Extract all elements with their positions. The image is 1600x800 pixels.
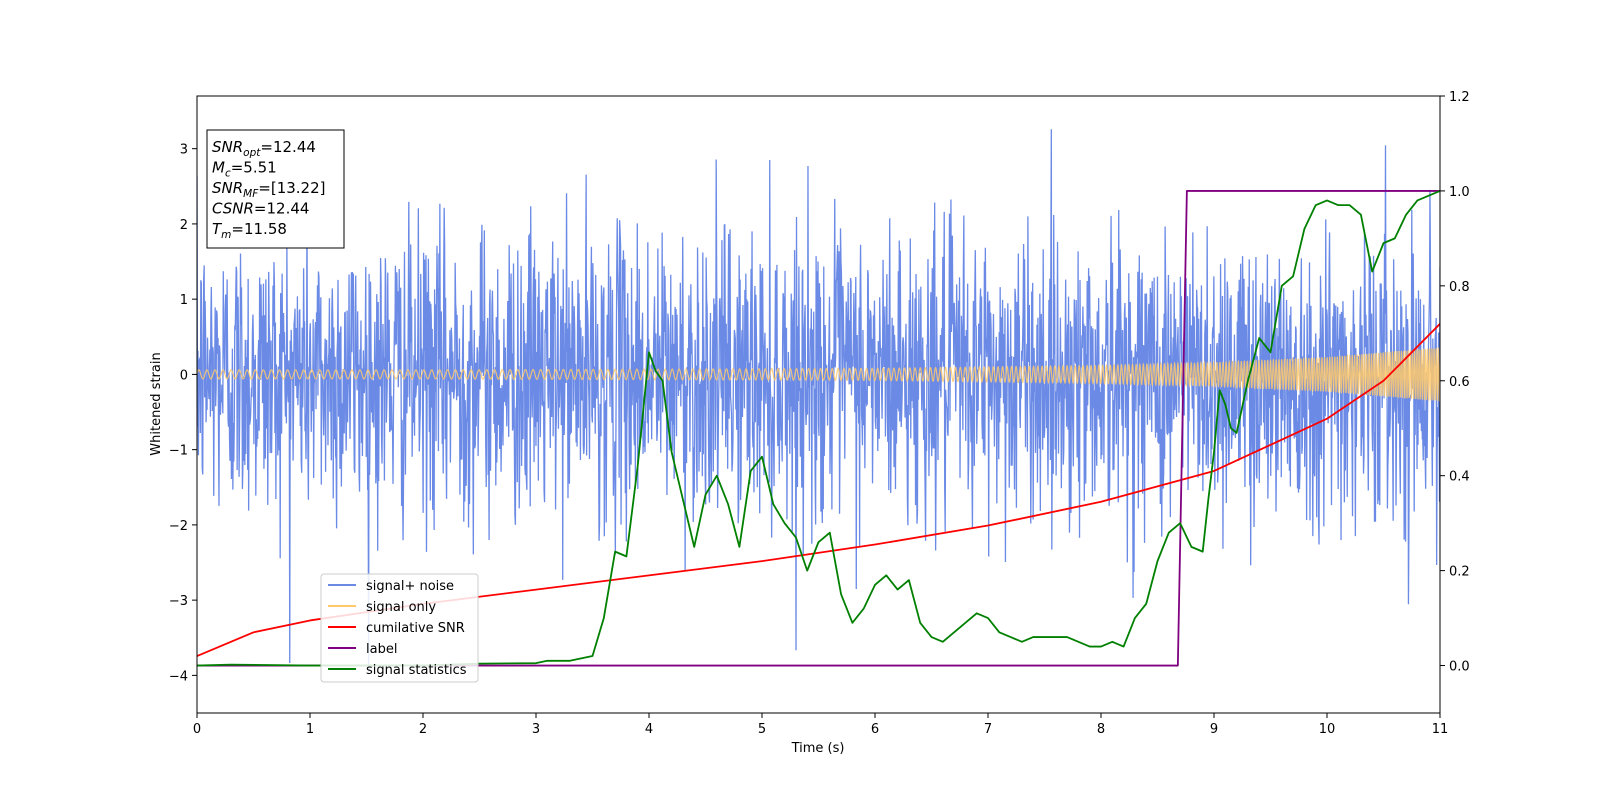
axes: 0 1 2 3 4 5 6 7 8 9 10 11 −4 −3 −2 −1 0 1 2 3 0.0 0.2 0.4 0.6 0.… [169, 90, 1470, 737]
y-tick-label: −1 [169, 444, 188, 459]
y-axis-label: Whitened strain [149, 352, 164, 455]
y2-tick-label: 0.0 [1449, 660, 1470, 675]
x-tick-label: 6 [871, 722, 879, 737]
x-tick-label: 4 [645, 722, 653, 737]
y-tick-label: 3 [180, 143, 188, 158]
info-line: Mc=5.51 [212, 159, 277, 180]
series-label [197, 190, 1440, 667]
y2-tick-label: 1.0 [1449, 185, 1470, 200]
x-tick-label: 11 [1432, 722, 1449, 737]
y-tick-label: 2 [180, 218, 188, 233]
info-box-frame [206, 129, 345, 249]
info-line: Tm=11.58 [212, 220, 287, 241]
x-tick-label: 3 [532, 722, 540, 737]
series-signal-only [197, 347, 1440, 402]
x-tick-label: 10 [1319, 722, 1336, 737]
y-tick-label: −2 [169, 519, 188, 534]
legend-frame [320, 573, 479, 683]
legend-entry: label [366, 642, 397, 657]
legend-entry: cumilative SNR [366, 621, 465, 636]
x-tick-label: 5 [758, 722, 766, 737]
series-signal-noise [197, 129, 1440, 675]
x-tick-label: 9 [1210, 722, 1218, 737]
y2-tick-label: 0.2 [1449, 565, 1470, 580]
y2-tick-label: 0.6 [1449, 375, 1470, 390]
x-tick-label: 2 [419, 722, 427, 737]
x-tick-label: 1 [306, 722, 314, 737]
legend-entry: signal only [366, 600, 436, 615]
info-line: CSNR=12.44 [212, 200, 309, 218]
legend-entry: signal statistics [366, 663, 467, 678]
info-line: SNRopt=12.44 [212, 138, 316, 159]
info-box: SNRopt=12.44Mc=5.51SNRMF=[13.22]CSNR=12.… [206, 129, 345, 249]
x-axis-label: Time (s) [791, 741, 845, 756]
x-tick-label: 7 [984, 722, 992, 737]
y2-tick-label: 0.8 [1449, 280, 1470, 295]
x-tick-label: 8 [1097, 722, 1105, 737]
info-line: SNRMF=[13.22] [212, 179, 326, 200]
y-tick-label: −4 [169, 669, 188, 684]
plot-frame [196, 95, 1441, 714]
y-tick-label: −3 [169, 594, 188, 609]
series-signal-statistics [197, 190, 1440, 667]
x-tick-label: 0 [193, 722, 201, 737]
legend-entry: signal+ noise [366, 579, 454, 594]
legend: signal+ noise signal only cumilative SNR la… [320, 573, 479, 683]
y2-tick-label: 0.4 [1449, 470, 1470, 485]
y-tick-label: 0 [180, 368, 188, 383]
y-tick-label: 1 [180, 293, 188, 308]
y2-tick-label: 1.2 [1449, 90, 1470, 105]
